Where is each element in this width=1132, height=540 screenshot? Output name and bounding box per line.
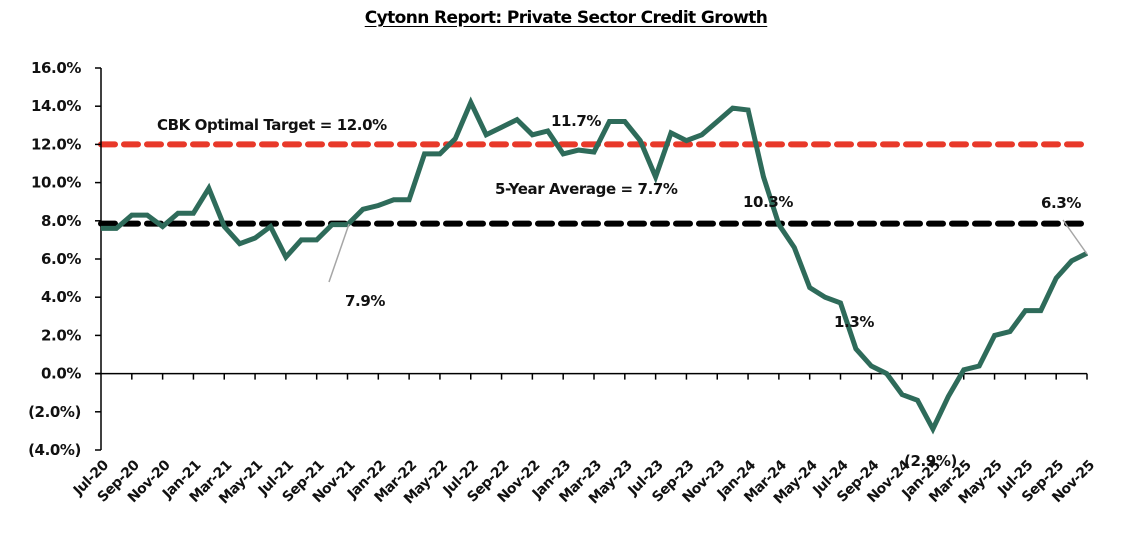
- y-tick-label: 12.0%: [31, 135, 81, 153]
- five-year-average-label: 5-Year Average = 7.7%: [495, 180, 678, 198]
- y-tick-label: 14.0%: [31, 97, 81, 115]
- data-label: 10.3%: [743, 193, 793, 211]
- chart-title: Cytonn Report: Private Sector Credit Gro…: [364, 8, 768, 28]
- data-label: 7.9%: [345, 292, 385, 310]
- y-tick-label: 8.0%: [41, 212, 81, 230]
- y-tick-label: (4.0%): [28, 441, 81, 459]
- data-label: 6.3%: [1041, 194, 1081, 212]
- annotation-leader-line: [328, 223, 350, 283]
- cbk-target-label: CBK Optimal Target = 12.0%: [157, 116, 387, 134]
- y-tick-label: 0.0%: [41, 365, 81, 383]
- y-tick-label: 10.0%: [31, 174, 81, 192]
- series-line: [101, 96, 1089, 435]
- y-tick-label: 6.0%: [41, 250, 81, 268]
- data-label: 11.7%: [551, 112, 601, 130]
- y-tick-label: 2.0%: [41, 326, 81, 344]
- y-tick-label: (2.0%): [28, 403, 81, 421]
- annotations: CBK Optimal Target = 12.0% 5-Year Average…: [157, 112, 1088, 470]
- data-label: (2.9%): [904, 452, 957, 470]
- data-label: 1.3%: [834, 313, 874, 331]
- reference-lines: [98, 141, 1090, 227]
- y-tick-label: 16.0%: [31, 59, 81, 77]
- series-layer: [101, 96, 1089, 435]
- y-tick-label: 4.0%: [41, 288, 81, 306]
- annotation-leader-line: [1062, 219, 1088, 255]
